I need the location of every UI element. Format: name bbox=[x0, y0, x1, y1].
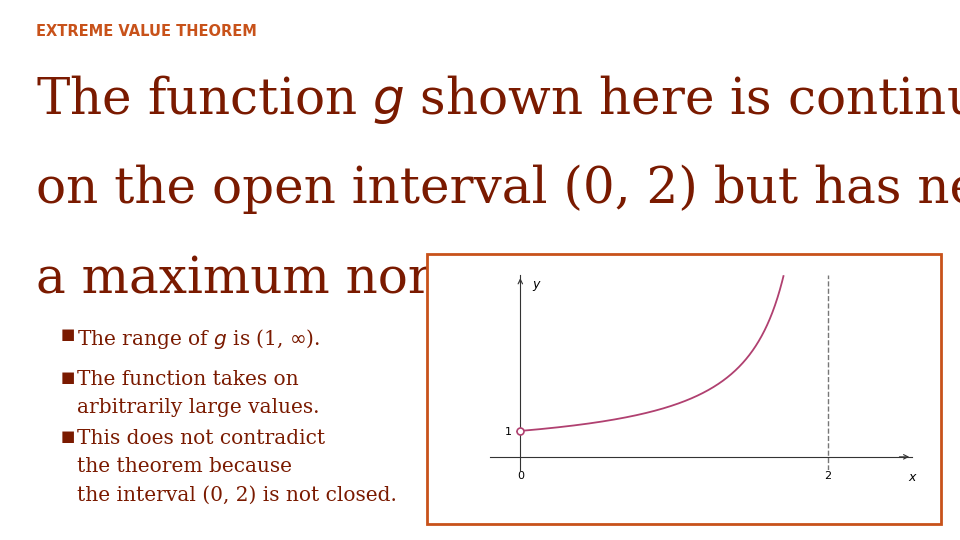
Text: ■: ■ bbox=[60, 429, 75, 444]
Text: a maximum nor a minimum value.: a maximum nor a minimum value. bbox=[36, 254, 900, 303]
Text: The function $g$ shown here is continuous: The function $g$ shown here is continuou… bbox=[36, 73, 960, 126]
Text: ■: ■ bbox=[60, 370, 75, 385]
Text: The function takes on
arbitrarily large values.: The function takes on arbitrarily large … bbox=[77, 370, 320, 417]
Text: EXTREME VALUE THEOREM: EXTREME VALUE THEOREM bbox=[36, 24, 257, 39]
Text: x: x bbox=[908, 471, 916, 484]
Text: ■: ■ bbox=[60, 327, 75, 342]
Text: The range of $g$ is (1, $\infty$).: The range of $g$ is (1, $\infty$). bbox=[77, 327, 320, 350]
Text: y: y bbox=[533, 278, 540, 291]
Text: 0: 0 bbox=[516, 471, 524, 481]
Bar bbox=[427, 254, 941, 524]
Text: This does not contradict
the theorem because
the interval (0, 2) is not closed.: This does not contradict the theorem bec… bbox=[77, 429, 396, 504]
Text: on the open interval (0, 2) but has neither: on the open interval (0, 2) but has neit… bbox=[36, 165, 960, 214]
Text: 2: 2 bbox=[824, 471, 831, 481]
